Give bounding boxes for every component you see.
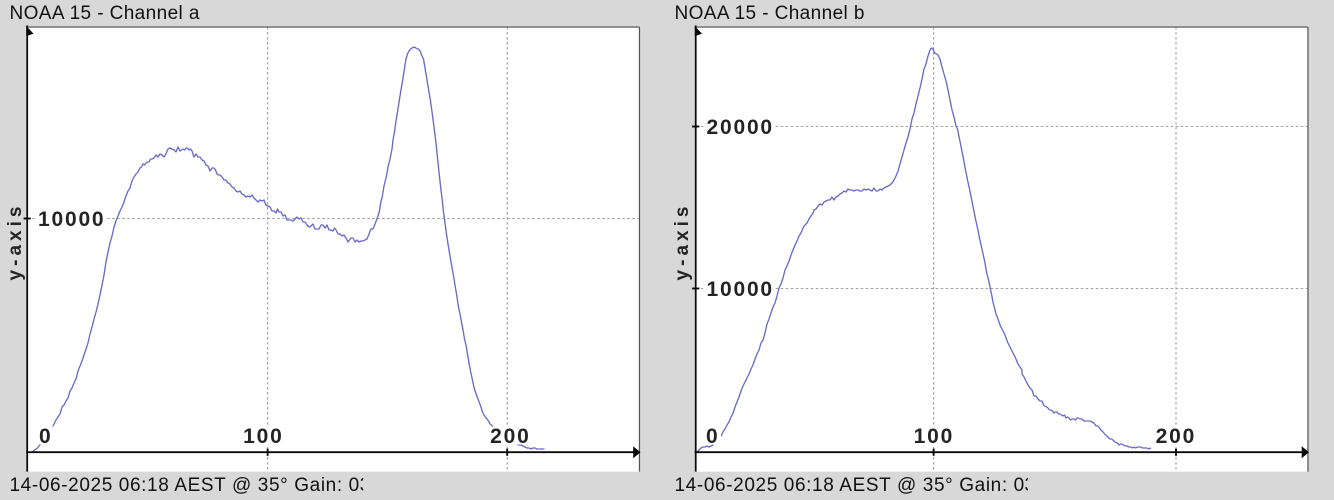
svg-text:NOAA 15 - Channel a: NOAA 15 - Channel a bbox=[10, 3, 200, 24]
svg-text:10000: 10000 bbox=[38, 208, 105, 231]
svg-text:NOAA 15 - Channel b: NOAA 15 - Channel b bbox=[675, 3, 865, 24]
svg-text:200: 200 bbox=[490, 425, 530, 448]
svg-text:3: 3 bbox=[1025, 475, 1036, 496]
svg-text:14-06-2025 06:18 AEST @ 35° Ga: 14-06-2025 06:18 AEST @ 35° Gain: 0 bbox=[10, 475, 360, 496]
svg-text:y-axis: y-axis bbox=[672, 203, 693, 281]
svg-text:100: 100 bbox=[914, 425, 954, 448]
svg-text:200: 200 bbox=[1156, 425, 1196, 448]
svg-text:3: 3 bbox=[360, 475, 371, 496]
svg-text:14-06-2025 06:18 AEST @ 35° Ga: 14-06-2025 06:18 AEST @ 35° Gain: 0 bbox=[675, 475, 1025, 496]
svg-text:10000: 10000 bbox=[707, 278, 774, 301]
svg-text:0: 0 bbox=[39, 425, 52, 448]
svg-text:100: 100 bbox=[243, 425, 283, 448]
svg-text:y-axis: y-axis bbox=[5, 203, 26, 281]
svg-text:20000: 20000 bbox=[707, 116, 774, 139]
svg-text:0: 0 bbox=[706, 425, 719, 448]
